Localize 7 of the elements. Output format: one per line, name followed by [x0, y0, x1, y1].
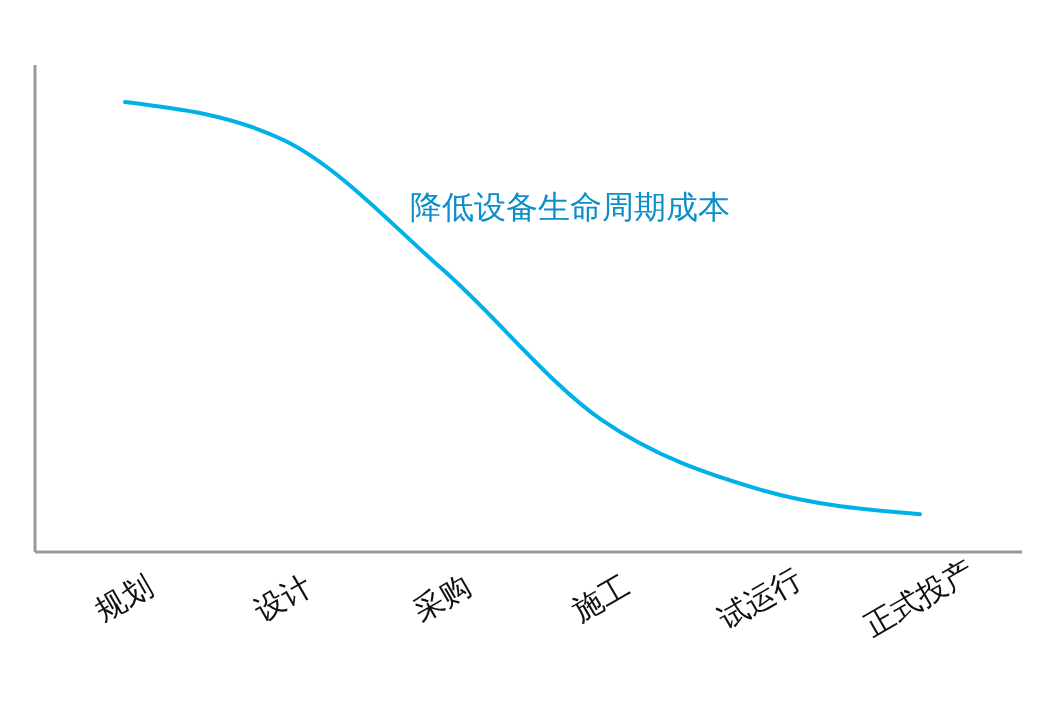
x-tick-label: 设计 — [248, 568, 318, 629]
annotation: 降低设备生命周期成本 — [410, 188, 730, 226]
x-tick-label: 正式投产 — [858, 553, 980, 644]
x-tick-label: 规划 — [89, 568, 159, 629]
x-tick-label: 施工 — [566, 568, 636, 629]
x-tick-label: 试运行 — [712, 560, 808, 636]
x-tick-label: 采购 — [407, 568, 477, 629]
